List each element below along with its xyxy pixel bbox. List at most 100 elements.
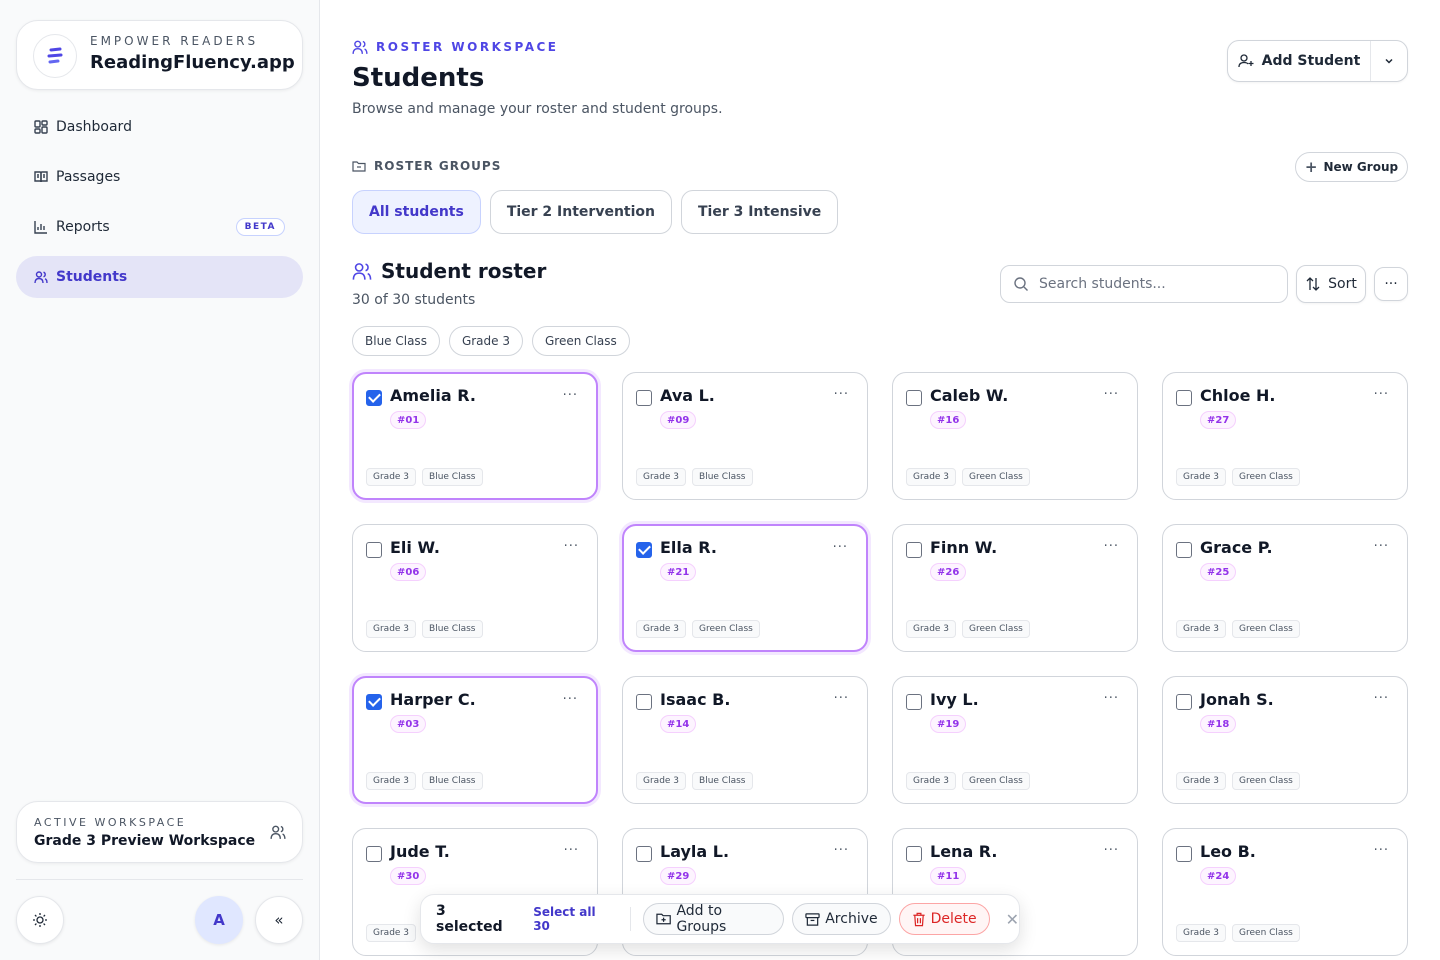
new-group-button[interactable]: + New Group (1295, 152, 1408, 182)
student-checkbox[interactable] (1176, 390, 1192, 406)
selected-count: 3 selected (436, 903, 503, 935)
sidebar-item-dashboard[interactable]: Dashboard (16, 106, 303, 148)
archive-label: Archive (825, 911, 878, 927)
student-checkbox[interactable] (636, 694, 652, 710)
more-options-button[interactable]: ··· (1374, 267, 1408, 301)
bar-chart-icon (34, 220, 48, 234)
user-plus-icon (1238, 54, 1254, 68)
sidebar-nav: Dashboard Passages Reports BETA Students (16, 106, 303, 306)
card-menu-button[interactable]: ··· (833, 691, 849, 706)
delete-button[interactable]: Delete (898, 903, 990, 935)
tab-tier-3-intensive[interactable]: Tier 3 Intensive (680, 190, 839, 234)
add-student-button[interactable]: Add Student (1228, 41, 1371, 81)
workspace-name: Grade 3 Preview Workspace (34, 833, 256, 849)
student-card[interactable]: Ava L. ··· #09 Grade 3 Blue Class (622, 372, 868, 500)
archive-icon (805, 912, 820, 926)
student-card[interactable]: Ivy L. ··· #19 Grade 3 Green Class (892, 676, 1138, 804)
card-menu-button[interactable]: ··· (562, 388, 578, 403)
student-card[interactable]: Leo B. ··· #24 Grade 3 Green Class (1162, 828, 1408, 956)
student-checkbox[interactable] (366, 846, 382, 862)
student-checkbox[interactable] (1176, 542, 1192, 558)
student-card[interactable]: Isaac B. ··· #14 Grade 3 Blue Class (622, 676, 868, 804)
student-card[interactable]: Caleb W. ··· #16 Grade 3 Green Class (892, 372, 1138, 500)
student-number-badge: #26 (930, 563, 967, 581)
card-menu-button[interactable]: ··· (1103, 843, 1119, 858)
active-workspace-card[interactable]: ACTIVE WORKSPACE Grade 3 Preview Workspa… (16, 801, 303, 863)
student-tags: Grade 3 Green Class (636, 620, 760, 638)
tab-tier-2-intervention[interactable]: Tier 2 Intervention (489, 190, 672, 234)
student-number-badge: #30 (390, 867, 427, 885)
filter-chip-green-class[interactable]: Green Class (532, 326, 630, 356)
filter-chip-grade-3[interactable]: Grade 3 (448, 326, 523, 356)
sidebar: EMPOWER READERS ReadingFluency.app Dashb… (0, 0, 320, 960)
card-menu-button[interactable]: ··· (562, 692, 578, 707)
card-menu-button[interactable]: ··· (1373, 387, 1389, 402)
student-number-badge: #24 (1200, 867, 1237, 885)
student-number-badge: #18 (1200, 715, 1237, 733)
student-checkbox[interactable] (906, 542, 922, 558)
close-icon[interactable]: ✕ (1005, 909, 1020, 929)
student-name: Amelia R. (390, 386, 476, 405)
archive-button[interactable]: Archive (792, 903, 891, 935)
collapse-sidebar-button[interactable]: « (255, 896, 303, 944)
card-menu-button[interactable]: ··· (832, 540, 848, 555)
student-card[interactable]: Chloe H. ··· #27 Grade 3 Green Class (1162, 372, 1408, 500)
grade-tag: Grade 3 (636, 620, 687, 638)
student-checkbox[interactable] (1176, 694, 1192, 710)
student-checkbox[interactable] (906, 846, 922, 862)
student-checkbox[interactable] (1176, 846, 1192, 862)
student-card[interactable]: Eli W. ··· #06 Grade 3 Blue Class (352, 524, 598, 652)
card-menu-button[interactable]: ··· (833, 843, 849, 858)
card-menu-button[interactable]: ··· (1103, 691, 1119, 706)
student-card[interactable]: Ella R. ··· #21 Grade 3 Green Class (622, 524, 868, 652)
class-tag: Blue Class (692, 772, 753, 790)
eyebrow-label: ROSTER WORKSPACE (376, 40, 559, 54)
student-checkbox[interactable] (906, 390, 922, 406)
sort-button[interactable]: Sort (1296, 265, 1366, 303)
add-student-dropdown-button[interactable] (1371, 41, 1407, 81)
sidebar-item-students[interactable]: Students (16, 256, 303, 298)
page-subtitle: Browse and manage your roster and studen… (352, 101, 723, 117)
card-menu-button[interactable]: ··· (1373, 843, 1389, 858)
student-checkbox[interactable] (366, 390, 382, 406)
sidebar-item-passages[interactable]: Passages (16, 156, 303, 198)
card-menu-button[interactable]: ··· (563, 539, 579, 554)
card-menu-button[interactable]: ··· (1373, 539, 1389, 554)
tab-all-students[interactable]: All students (352, 190, 481, 234)
grade-tag: Grade 3 (906, 620, 957, 638)
sidebar-item-reports[interactable]: Reports BETA (16, 206, 303, 248)
student-card[interactable]: Grace P. ··· #25 Grade 3 Green Class (1162, 524, 1408, 652)
folder-plus-icon (656, 913, 672, 925)
class-tag: Green Class (962, 620, 1030, 638)
card-menu-button[interactable]: ··· (1103, 387, 1119, 402)
student-checkbox[interactable] (636, 390, 652, 406)
card-menu-button[interactable]: ··· (1103, 539, 1119, 554)
avatar[interactable]: A (195, 896, 243, 944)
student-checkbox[interactable] (636, 846, 652, 862)
brand-card[interactable]: EMPOWER READERS ReadingFluency.app (16, 20, 303, 90)
student-card[interactable]: Finn W. ··· #26 Grade 3 Green Class (892, 524, 1138, 652)
student-card[interactable]: Harper C. ··· #03 Grade 3 Blue Class (352, 676, 598, 804)
student-checkbox[interactable] (906, 694, 922, 710)
card-menu-button[interactable]: ··· (833, 387, 849, 402)
page-title: Students (352, 63, 485, 93)
student-card[interactable]: Amelia R. ··· #01 Grade 3 Blue Class (352, 372, 598, 500)
student-checkbox[interactable] (366, 542, 382, 558)
student-number-badge: #29 (660, 867, 697, 885)
class-tag: Green Class (962, 772, 1030, 790)
select-all-link[interactable]: Select all 30 (533, 905, 596, 933)
student-checkbox[interactable] (636, 542, 652, 558)
grade-tag: Grade 3 (366, 772, 417, 790)
sidebar-item-label: Students (56, 269, 128, 285)
add-to-groups-button[interactable]: Add to Groups (643, 903, 785, 935)
roster-groups-heading: ROSTER GROUPS (352, 159, 501, 173)
student-number-badge: #19 (930, 715, 967, 733)
filter-chip-blue-class[interactable]: Blue Class (352, 326, 440, 356)
student-name: Jude T. (390, 842, 450, 861)
search-input[interactable] (1039, 276, 1269, 292)
student-checkbox[interactable] (366, 694, 382, 710)
card-menu-button[interactable]: ··· (1373, 691, 1389, 706)
student-card[interactable]: Jonah S. ··· #18 Grade 3 Green Class (1162, 676, 1408, 804)
card-menu-button[interactable]: ··· (563, 843, 579, 858)
theme-toggle-button[interactable] (16, 896, 64, 944)
